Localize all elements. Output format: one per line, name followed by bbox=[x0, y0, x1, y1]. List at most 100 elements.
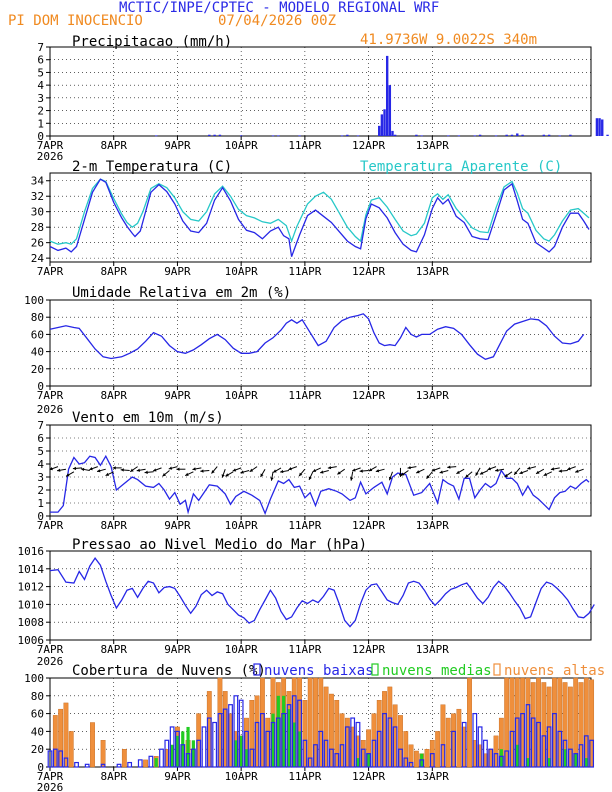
cloud-low-bar bbox=[392, 726, 398, 768]
cloud-low-bar bbox=[206, 717, 212, 768]
wind-arrowhead bbox=[359, 469, 363, 473]
wind-arrowhead bbox=[527, 466, 531, 470]
wind-arrowhead bbox=[273, 469, 277, 473]
cloud-mid-bar bbox=[574, 753, 578, 767]
y-tick-label: 60 bbox=[31, 328, 44, 341]
legend-label: nuvens baixas bbox=[264, 663, 374, 679]
wind-arrowhead bbox=[144, 470, 148, 474]
cloud-low-bar bbox=[451, 730, 456, 768]
legend-swatch bbox=[253, 663, 261, 676]
humidity-line bbox=[49, 313, 585, 361]
cloud-low-bar bbox=[546, 726, 552, 768]
y-tick-label: 28 bbox=[31, 221, 44, 234]
y-tick-label: 1016 bbox=[18, 545, 45, 558]
x-tick-label: 12APR bbox=[352, 770, 385, 783]
cloud-low-bar bbox=[387, 717, 393, 768]
cloud-low-bar bbox=[84, 763, 90, 768]
wind-arrowhead bbox=[97, 469, 101, 473]
x-tick-label: 13APR bbox=[416, 389, 449, 402]
x-tick-label: 7APR bbox=[37, 139, 64, 152]
wind-arrowhead bbox=[320, 470, 324, 474]
panel-title: Vento em 10m (m/s) bbox=[72, 410, 224, 426]
cloud-low-bar bbox=[233, 695, 239, 768]
cloud-low-bar bbox=[493, 753, 499, 768]
y-tick-label: 2 bbox=[37, 105, 44, 118]
y-tick-label: 20 bbox=[31, 743, 44, 756]
x-tick-label: 9APR bbox=[164, 643, 191, 656]
wind-arrowhead bbox=[504, 473, 509, 477]
cloud-low-bar bbox=[217, 712, 223, 768]
cloud-low-bar bbox=[201, 726, 207, 768]
cloud-low-bar bbox=[127, 761, 133, 768]
wind-arrowhead bbox=[168, 466, 173, 470]
panel-title: 2-m Temperatura (C) bbox=[72, 159, 232, 175]
wind-arrowhead bbox=[49, 467, 53, 471]
wind-arrowhead bbox=[105, 472, 110, 476]
precip-bar bbox=[378, 125, 381, 136]
precip-bar bbox=[388, 85, 392, 136]
legend-swatch bbox=[493, 663, 501, 676]
cloud-low-bar bbox=[589, 739, 595, 768]
panel-frame bbox=[49, 172, 592, 263]
x-tick-label: 9APR bbox=[164, 519, 191, 532]
pressure-line bbox=[49, 556, 595, 628]
y-tick-label: 32 bbox=[31, 190, 44, 203]
panel-frame bbox=[49, 299, 592, 387]
panel-frame bbox=[49, 46, 592, 137]
wind-arrowhead bbox=[375, 469, 380, 473]
y-tick-label: 20 bbox=[31, 363, 44, 376]
wind-arrowhead bbox=[407, 465, 411, 470]
wind-arrowhead bbox=[456, 470, 460, 474]
cloud-high-bar bbox=[68, 731, 74, 768]
cloud-low-bar bbox=[74, 761, 79, 768]
wind-arrowhead bbox=[439, 470, 443, 474]
x-tick-label: 13APR bbox=[416, 770, 449, 783]
x-tick-label: 10APR bbox=[225, 139, 258, 152]
wind-arrowhead bbox=[487, 467, 492, 471]
precip-bar bbox=[277, 135, 280, 137]
cloud-mid-bar bbox=[186, 726, 190, 767]
x-tick-label: 10APR bbox=[225, 265, 258, 278]
cloud-low-bar bbox=[297, 699, 302, 768]
cloud-low-bar bbox=[329, 748, 334, 768]
cloud-low-bar bbox=[371, 739, 377, 768]
cloud-low-bar bbox=[472, 712, 478, 768]
cloud-mid-bar bbox=[499, 749, 503, 767]
cloud-low-bar bbox=[483, 739, 488, 768]
x-tick-label: 11APR bbox=[288, 139, 321, 152]
wind-arrowhead bbox=[153, 468, 157, 472]
precip-bar bbox=[516, 133, 519, 136]
cloud-low-bar bbox=[148, 755, 154, 768]
x-tick-label: 9APR bbox=[164, 389, 191, 402]
wind-arrowhead bbox=[495, 468, 499, 472]
wind-arrowhead bbox=[288, 467, 292, 471]
panel-2: 24 26 28 30 32 34 7APR 8APR 9APR 10APR 11APR 12APR 1… bbox=[31, 159, 592, 278]
cloud-low-bar bbox=[307, 757, 313, 768]
wind-arrowhead bbox=[416, 470, 420, 474]
y-tick-label: 6 bbox=[37, 432, 44, 445]
cloud-low-bar bbox=[265, 730, 271, 768]
wind-arrowhead bbox=[465, 474, 469, 478]
run-date-label: 07/04/2026 00Z bbox=[218, 13, 337, 29]
y-tick-label: 0 bbox=[37, 510, 44, 523]
precip-bar bbox=[271, 135, 275, 137]
wind-arrowhead bbox=[299, 472, 303, 477]
cloud-low-bar bbox=[408, 761, 414, 768]
apparent-temperature-line bbox=[49, 178, 590, 245]
cloud-low-bar bbox=[583, 735, 589, 768]
wind-arrowhead bbox=[431, 468, 436, 472]
panel-6: 0 20 40 60 80 100 7APR 8APR 9APR 10APR 11APR 12APR 1… bbox=[24, 663, 605, 792]
cloud-low-bar bbox=[355, 721, 361, 768]
wind-arrowhead bbox=[130, 468, 134, 472]
cloud-low-bar bbox=[552, 712, 557, 768]
x-tick-label: 11APR bbox=[288, 389, 321, 402]
cloud-low-bar bbox=[63, 757, 69, 768]
wind-arrowhead bbox=[66, 473, 70, 477]
panel-3: 0 20 40 60 80 100 7APR 8APR 9APR 10APR 11APR 12APR 1… bbox=[24, 285, 592, 416]
precip-bar bbox=[385, 55, 389, 136]
precip-bar bbox=[569, 134, 572, 136]
precip-bar bbox=[391, 130, 394, 136]
cloud-mid-bar bbox=[239, 735, 243, 767]
